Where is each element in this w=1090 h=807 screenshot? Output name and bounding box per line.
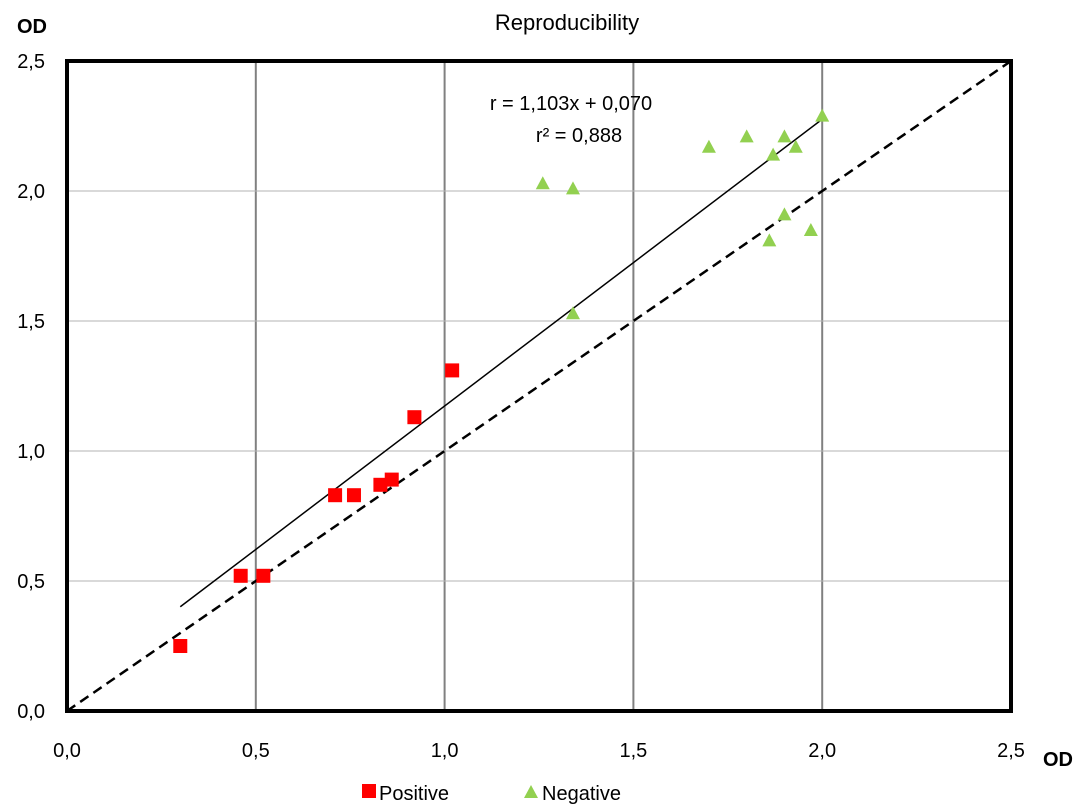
y-tick-labels: 0,0 0,5 1,0 1,5 2,0 2,5 [17, 51, 45, 723]
point-positive [256, 568, 271, 583]
point-negative [766, 147, 781, 161]
r-squared-label: r² = 0,888 [536, 125, 622, 147]
x-tick-label: 0,5 [242, 740, 270, 762]
point-positive [407, 410, 422, 425]
point-negative [565, 181, 580, 195]
legend-marker-positive [362, 784, 376, 798]
y-tick-label: 1,0 [17, 441, 45, 463]
point-negative [803, 223, 818, 236]
point-positive [173, 639, 188, 653]
x-tick-labels: 0,0 0,5 1,0 1,5 2,0 2,5 [53, 740, 1025, 762]
point-negative [777, 207, 792, 221]
y-tick-label: 0,0 [17, 701, 45, 723]
point-negative [739, 129, 754, 143]
legend-label-positive: Positive [379, 783, 449, 805]
point-negative [762, 233, 777, 247]
point-negative [788, 139, 803, 153]
trend-lines [66, 59, 1012, 713]
point-negative [535, 176, 550, 190]
chart-title: Reproducibility [495, 10, 639, 35]
legend-label-negative: Negative [542, 783, 621, 805]
point-positive [384, 472, 399, 487]
point-positive [233, 568, 248, 583]
x-tick-label: 1,5 [619, 740, 647, 762]
point-positive [373, 477, 388, 492]
x-tick-label: 0,0 [53, 740, 81, 762]
data-points [173, 108, 830, 653]
identity-line [66, 59, 1012, 713]
plot-frame [65, 59, 1013, 713]
point-negative [701, 139, 716, 153]
point-positive [346, 488, 361, 503]
point-negative [815, 108, 830, 122]
regression-line [179, 118, 823, 608]
point-negative [777, 129, 792, 143]
y-tick-label: 2,0 [17, 181, 45, 203]
point-positive [445, 363, 460, 378]
equation-label: r = 1,103x + 0,070 [490, 93, 652, 115]
y-tick-label: 0,5 [17, 571, 45, 593]
x-tick-label: 2,0 [808, 740, 836, 762]
x-axis-label: OD [1043, 749, 1073, 771]
point-positive [328, 488, 343, 503]
x-tick-label: 2,5 [997, 740, 1025, 762]
y-tick-label: 1,5 [17, 311, 45, 333]
y-axis-label: OD [17, 16, 47, 38]
legend-marker-negative [524, 785, 538, 798]
point-negative [565, 306, 580, 320]
gridlines [67, 61, 1011, 711]
y-tick-label: 2,5 [17, 51, 45, 73]
legend: Positive Negative [362, 783, 621, 805]
x-tick-label: 1,0 [431, 740, 459, 762]
